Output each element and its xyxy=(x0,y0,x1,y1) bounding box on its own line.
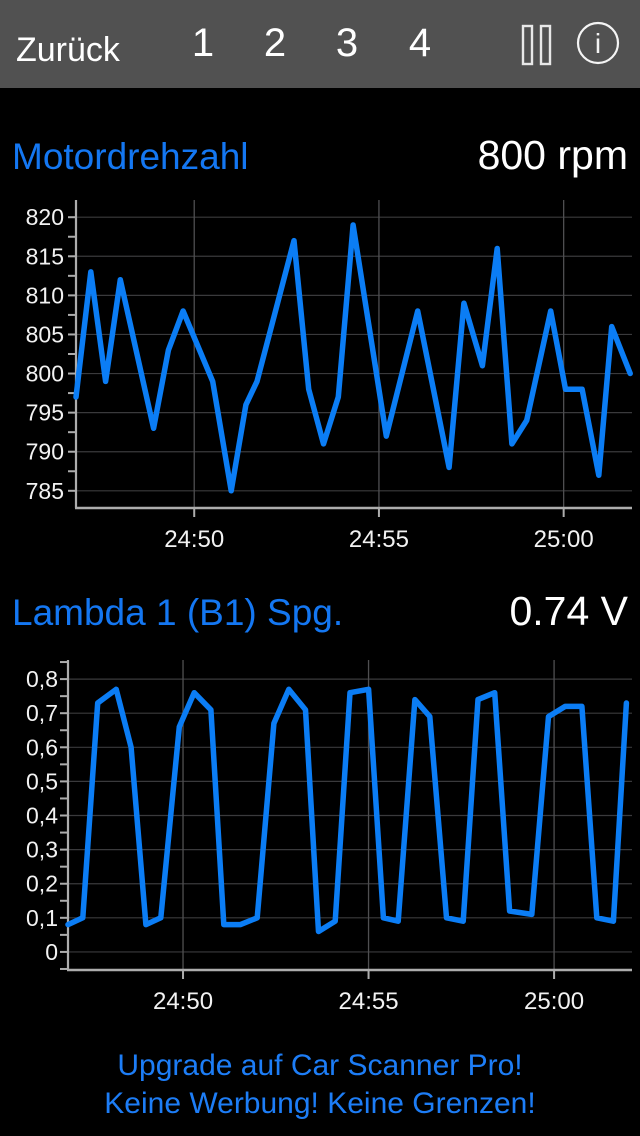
lambda-chart: 0 0,1 0,2 0,3 0,4 0,5 0,6 0,7 0,8 24:50 24:55 25:00 xyxy=(26,660,632,1015)
svg-text:0,4: 0,4 xyxy=(26,803,58,829)
svg-text:0,1: 0,1 xyxy=(26,905,58,931)
svg-text:24:55: 24:55 xyxy=(339,988,399,1015)
svg-text:0,2: 0,2 xyxy=(26,871,58,897)
rpm-current-value: 800 rpm xyxy=(477,132,628,178)
svg-text:805: 805 xyxy=(26,321,64,347)
rpm-chart: 785 790 795 800 805 810 815 820 24:50 24:55 25:00 xyxy=(26,200,633,553)
back-button[interactable]: Zurück xyxy=(16,31,120,69)
svg-text:0,3: 0,3 xyxy=(26,837,58,863)
svg-text:24:50: 24:50 xyxy=(164,526,224,553)
svg-text:0,7: 0,7 xyxy=(26,700,58,726)
svg-text:25:00: 25:00 xyxy=(524,988,584,1015)
navigation-bar: Zurück 1 2 3 4 i xyxy=(0,0,640,88)
lambda-current-value: 0.74 V xyxy=(509,588,628,634)
page-tab-1[interactable]: 1 xyxy=(191,21,215,65)
upgrade-ad-banner[interactable]: Upgrade auf Car Scanner Pro! Keine Werbu… xyxy=(0,1047,640,1123)
rpm-chart-title: Motordrehzahl xyxy=(12,136,249,177)
svg-text:820: 820 xyxy=(26,204,64,230)
lambda-header: Lambda 1 (B1) Spg. 0.74 V xyxy=(0,588,640,636)
page-tab-3[interactable]: 3 xyxy=(335,21,359,65)
info-icon[interactable]: i xyxy=(575,20,621,66)
pause-icon[interactable] xyxy=(521,23,553,67)
svg-text:24:50: 24:50 xyxy=(153,988,213,1015)
svg-text:0,8: 0,8 xyxy=(26,666,58,692)
svg-text:790: 790 xyxy=(26,439,64,465)
page-tab-4[interactable]: 4 xyxy=(408,21,432,65)
svg-text:785: 785 xyxy=(26,478,64,504)
svg-text:0: 0 xyxy=(45,939,58,965)
svg-text:0,5: 0,5 xyxy=(26,768,58,794)
svg-text:i: i xyxy=(595,28,601,59)
ad-line-2: Keine Werbung! Keine Grenzen! xyxy=(104,1087,536,1120)
svg-text:795: 795 xyxy=(26,400,64,426)
page-tab-2[interactable]: 2 xyxy=(263,21,287,65)
svg-text:24:55: 24:55 xyxy=(349,526,409,553)
ad-line-1: Upgrade auf Car Scanner Pro! xyxy=(117,1049,523,1082)
svg-text:815: 815 xyxy=(26,243,64,269)
svg-text:810: 810 xyxy=(26,282,64,308)
lambda-chart-title: Lambda 1 (B1) Spg. xyxy=(12,592,344,633)
svg-text:800: 800 xyxy=(26,361,64,387)
svg-text:25:00: 25:00 xyxy=(534,526,594,553)
svg-text:0,6: 0,6 xyxy=(26,734,58,760)
rpm-header: Motordrehzahl 800 rpm xyxy=(0,132,640,180)
